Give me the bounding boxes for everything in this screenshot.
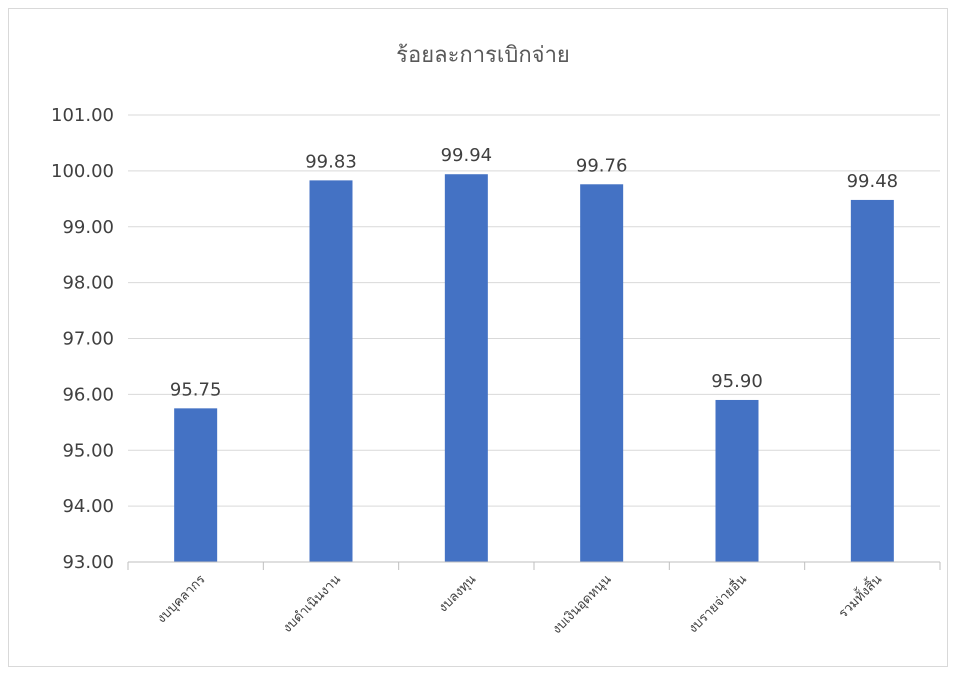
y-tick-label: 97.00 (62, 329, 114, 350)
bar (444, 174, 488, 563)
bar (850, 199, 894, 562)
category-label: งบลงทุน (436, 572, 479, 615)
y-tick-label: 101.00 (51, 105, 114, 126)
category-label: งบเงินอุดหนุน (550, 572, 615, 637)
y-axis-ticks: 93.00 94.00 95.00 96.00 97.00 98.00 99.00 100.0… (51, 105, 114, 573)
bar (715, 399, 759, 562)
bars (174, 174, 894, 563)
data-label: 99.76 (576, 155, 628, 176)
data-label: 99.94 (441, 145, 493, 166)
x-axis (127, 561, 941, 570)
y-tick-label: 100.00 (51, 161, 114, 182)
chart-title: ร้อยละการเบิกจ่าย (396, 43, 570, 68)
y-tick-label: 95.00 (62, 440, 114, 461)
y-tick-label: 99.00 (62, 217, 114, 238)
bar (309, 180, 353, 562)
y-tick-label: 93.00 (62, 552, 114, 573)
data-labels: 95.75 99.83 99.94 99.76 95.90 99.48 (170, 145, 898, 400)
y-tick-label: 96.00 (62, 384, 114, 405)
data-label: 95.90 (711, 371, 763, 392)
category-label: งบรายจ่ายอื่น (684, 571, 750, 637)
y-tick-label: 94.00 (62, 496, 114, 517)
category-label: งบบุคลากร (154, 572, 208, 626)
category-label: งบดำเนินงาน (280, 572, 344, 636)
data-label: 99.83 (305, 151, 357, 172)
bar (580, 184, 624, 562)
data-label: 99.48 (847, 171, 899, 192)
data-label: 95.75 (170, 379, 222, 400)
category-label: รวมทั้งสิ้น (834, 570, 885, 621)
y-tick-label: 98.00 (62, 273, 114, 294)
bar (174, 408, 218, 562)
gridlines (128, 114, 940, 507)
category-labels: งบบุคลากร งบดำเนินงาน งบลงทุน งบเงินอุดหนุน… (154, 570, 885, 637)
